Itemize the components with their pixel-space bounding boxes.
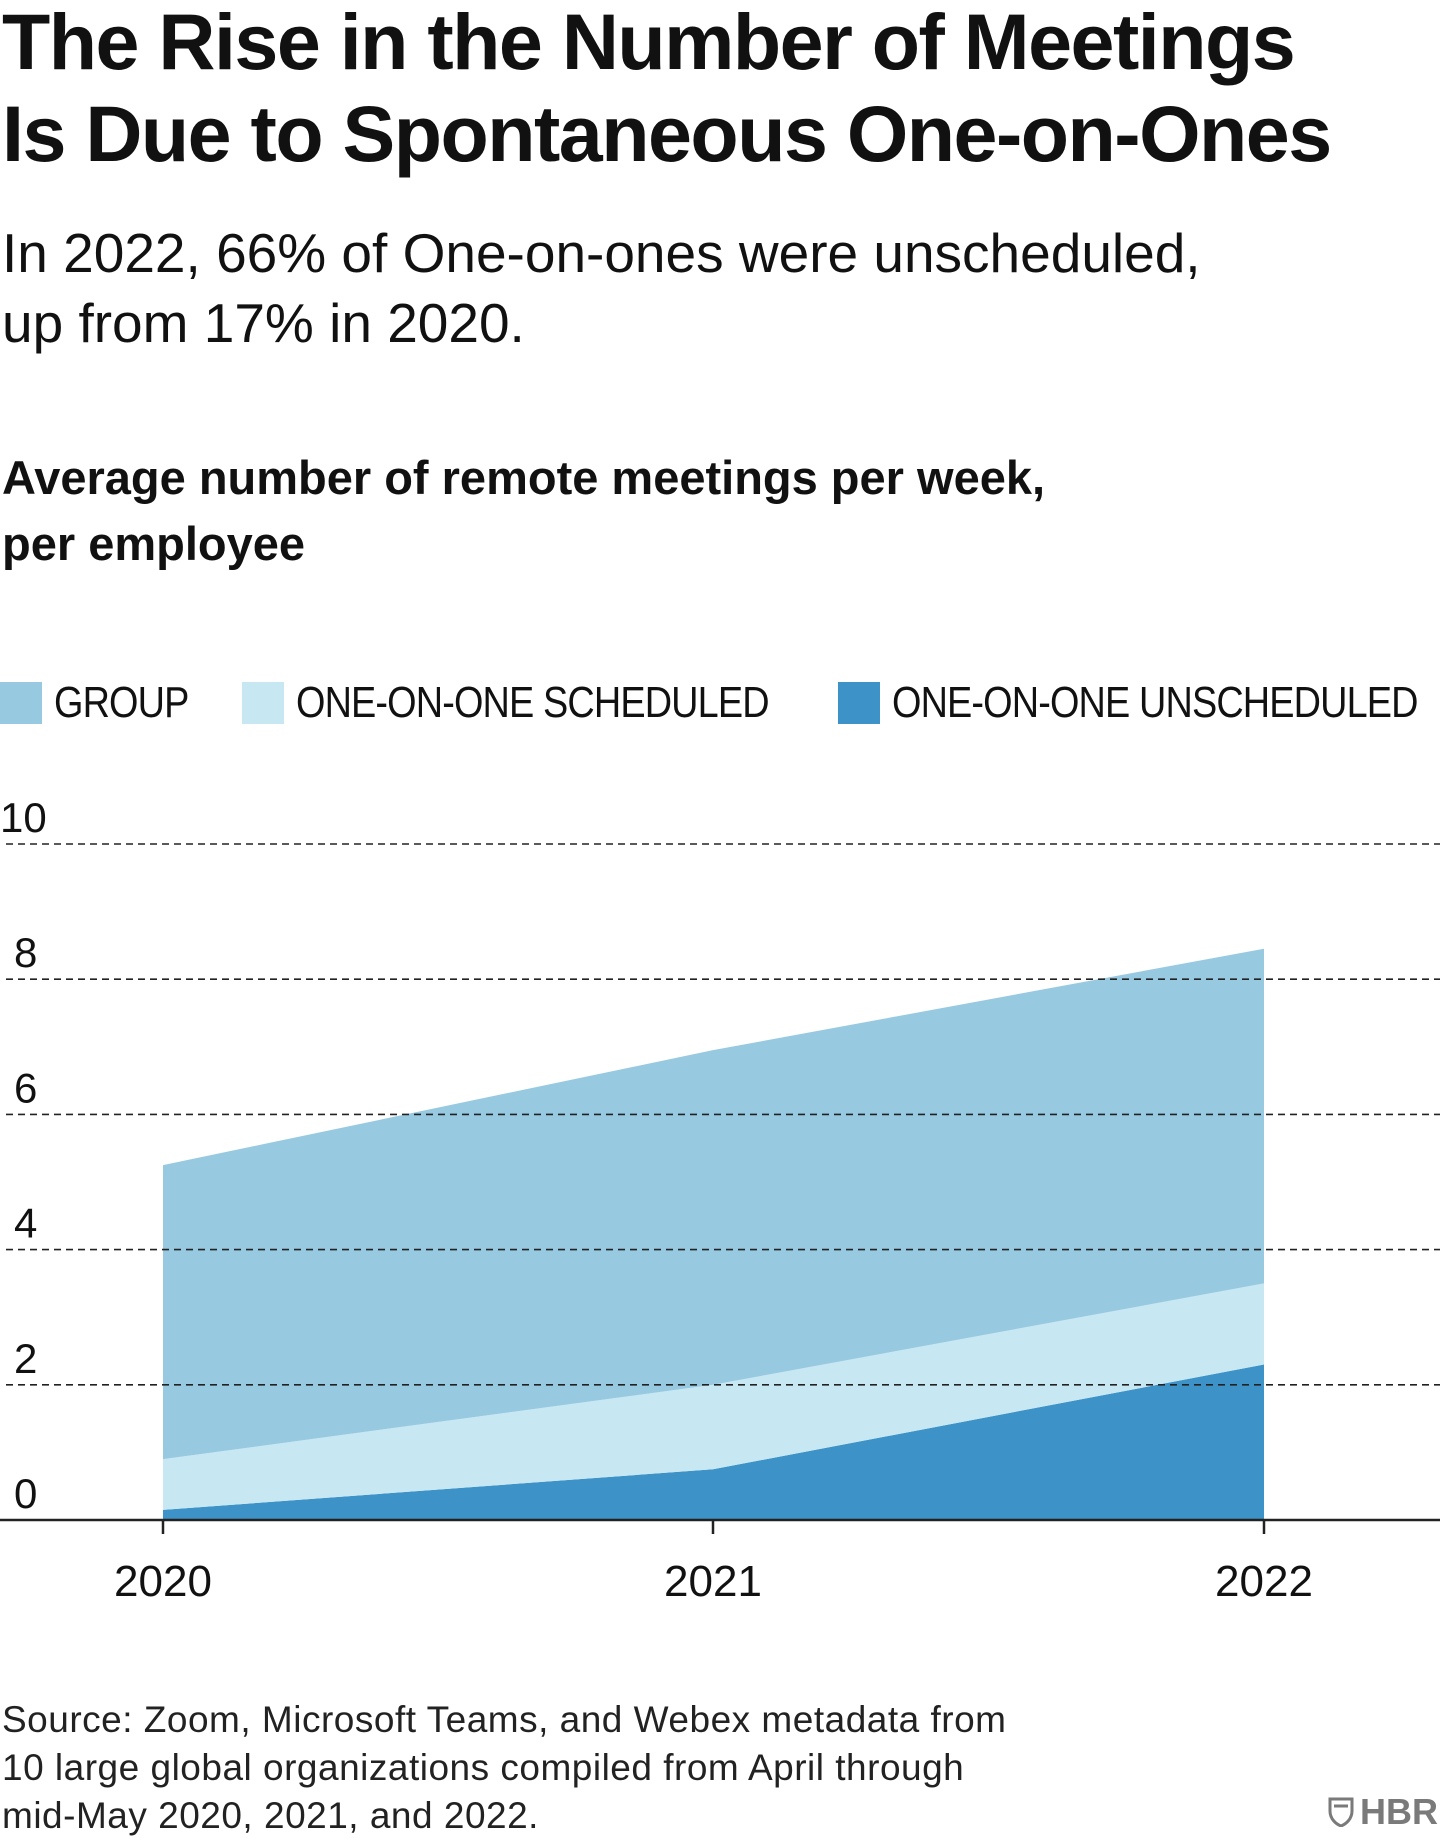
source-note: Source: Zoom, Microsoft Teams, and Webex… — [2, 1696, 1152, 1840]
chart-heading-line-1: Average number of remote meetings per we… — [2, 451, 1046, 504]
area-group — [163, 948, 1264, 1460]
chart-heading-line-2: per employee — [2, 517, 306, 570]
chart-legend: GROUP ONE-ON-ONE SCHEDULED ONE-ON-ONE UN… — [0, 678, 1440, 727]
y-tick-label-8: 8 — [14, 929, 37, 976]
x-tick-label-2021: 2021 — [664, 1557, 762, 1606]
legend-swatch-scheduled — [242, 682, 284, 724]
logo-text: HBR — [1360, 1791, 1438, 1832]
y-tick-label-2: 2 — [14, 1335, 37, 1382]
shield-icon — [1328, 1797, 1354, 1827]
area-one-on-one-scheduled — [163, 1283, 1264, 1510]
legend-label-group: GROUP — [54, 678, 189, 727]
chart-subtitle-line-1: In 2022, 66% of One-on-ones were unsched… — [2, 222, 1201, 284]
source-line-1: Source: Zoom, Microsoft Teams, and Webex… — [2, 1699, 1007, 1740]
area-chart: 0 2 4 6 8 10 2020 2021 2022 — [0, 794, 1440, 1606]
chart-title-line-1: The Rise in the Number of Meetings — [2, 0, 1296, 86]
y-tick-label-4: 4 — [14, 1200, 37, 1247]
hbr-logo: HBR — [1328, 1790, 1438, 1834]
legend-swatch-group — [0, 682, 42, 724]
source-line-2: 10 large global organizations compiled f… — [2, 1747, 965, 1788]
chart-title-line-2: Is Due to Spontaneous One-on-Ones — [2, 89, 1332, 178]
legend-label-unscheduled: ONE-ON-ONE UNSCHEDULED — [892, 678, 1418, 727]
y-tick-label-10: 10 — [0, 794, 47, 841]
x-tick-label-2022: 2022 — [1215, 1557, 1313, 1606]
y-tick-label-0: 0 — [14, 1470, 37, 1517]
x-tick-label-2020: 2020 — [114, 1557, 212, 1606]
source-line-3: mid-May 2020, 2021, and 2022. — [2, 1795, 539, 1836]
chart-heading: Average number of remote meetings per we… — [2, 445, 1402, 577]
y-tick-label-6: 6 — [14, 1064, 37, 1111]
legend-swatch-unscheduled — [838, 682, 880, 724]
chart-title: The Rise in the Number of Meetings Is Du… — [2, 0, 1438, 180]
legend-label-scheduled: ONE-ON-ONE SCHEDULED — [296, 678, 770, 727]
area-one-on-one-unscheduled — [163, 1364, 1264, 1520]
chart-subtitle-line-2: up from 17% in 2020. — [2, 292, 525, 354]
chart-subtitle: In 2022, 66% of One-on-ones were unsched… — [2, 218, 1402, 358]
